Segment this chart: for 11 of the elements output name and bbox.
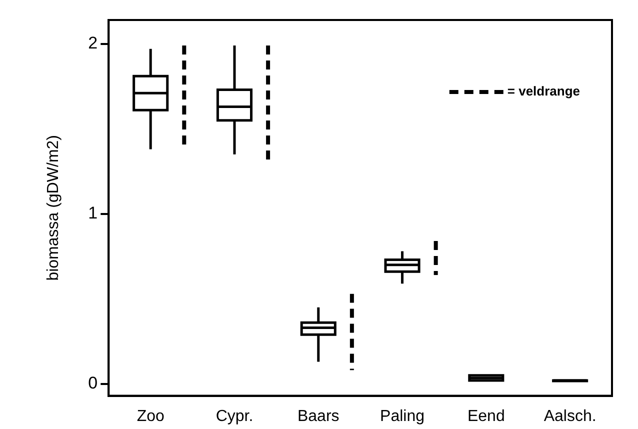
x-tick-label: Zoo: [136, 408, 164, 425]
y-tick-label: 2: [88, 33, 98, 52]
y-axis-title: biomassa (gDW/m2): [45, 134, 62, 281]
y-tick-label: 1: [88, 204, 98, 223]
x-tick-label: Eend: [467, 408, 505, 425]
x-tick-label: Baars: [297, 408, 340, 425]
y-tick-label: 0: [88, 374, 98, 393]
x-tick-label: Paling: [380, 408, 425, 425]
legend-label: = veldrange: [507, 84, 580, 99]
x-tick-label: Cypr.: [216, 408, 254, 425]
x-tick-label: Aalsch.: [544, 408, 596, 425]
